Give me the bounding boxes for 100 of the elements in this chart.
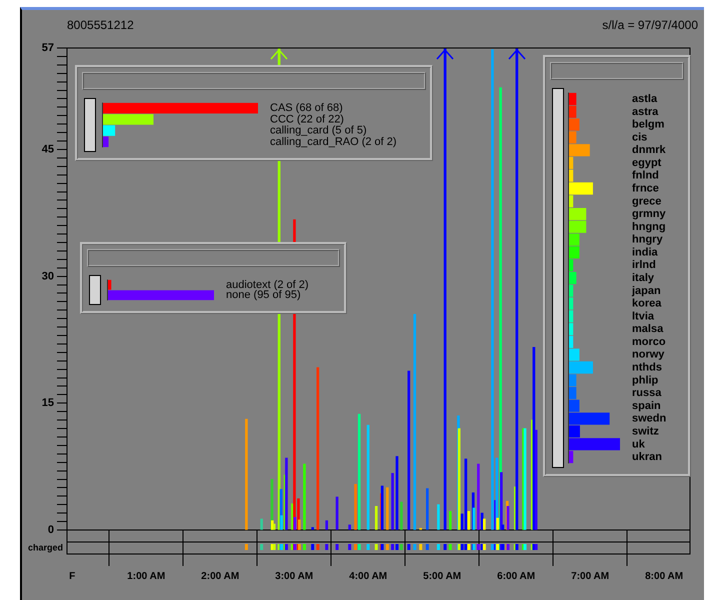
y-tick-label: india [632, 246, 659, 258]
y-tick-label: 0 [48, 524, 54, 536]
y-tick-label: italy [632, 272, 655, 284]
bar [568, 361, 593, 374]
y-tick-label: astla [632, 93, 658, 106]
text: charged [28, 542, 63, 552]
x-tick-label: 3:00 AM [275, 570, 314, 582]
x-tick-label: 6:00 AM [497, 570, 536, 582]
y-tick-label: 15 [42, 397, 54, 410]
bar [396, 456, 398, 530]
bar [102, 102, 258, 114]
bar [298, 520, 301, 530]
bar [102, 114, 154, 125]
bar [568, 106, 576, 118]
y-tick-label: fnlnd [632, 170, 659, 182]
bar [260, 518, 263, 530]
y-tick-label: hngry [632, 234, 664, 246]
bar [568, 400, 580, 412]
bar [336, 496, 338, 530]
y-tick-label: calling_card (5 of 5) [270, 124, 367, 137]
bar [303, 464, 306, 530]
bar [568, 425, 580, 438]
bar [426, 488, 429, 530]
bar [294, 516, 296, 530]
y-tick-label: CAS (68 of 68) [270, 102, 343, 114]
y-tick-label: 45 [42, 144, 54, 156]
x-tick-label: 1:00 AM [127, 570, 166, 582]
bar [534, 430, 538, 530]
bar [568, 208, 586, 220]
bar [568, 234, 580, 246]
bar [325, 520, 328, 530]
y-tick-label: switz [632, 425, 660, 438]
y-tick-label: audiotext (2 of 2) [226, 278, 309, 291]
y-tick-label: malsa [632, 323, 664, 336]
bar [311, 527, 314, 530]
y-tick-label: phlip [632, 374, 659, 386]
bar [437, 504, 440, 530]
y-tick-label: morco [632, 336, 666, 348]
y-tick-label: belgm [632, 118, 665, 131]
y-tick-label: 30 [42, 270, 54, 282]
bar [448, 511, 452, 530]
bar [568, 438, 620, 450]
bar [400, 502, 403, 530]
y-tick-label: ukran [632, 451, 662, 464]
bar [482, 518, 486, 530]
bar [500, 472, 503, 530]
y-tick-label: uk [632, 438, 646, 450]
bar [316, 367, 320, 530]
y-tick-label: hngng [632, 220, 666, 233]
x-tick-label: 8:00 AM [645, 570, 684, 582]
bar [444, 48, 446, 530]
y-tick-label: dnmrk [632, 144, 666, 156]
bar [280, 515, 283, 530]
bar [568, 220, 586, 233]
bar [532, 347, 536, 530]
x-tick-label: 7:00 AM [571, 570, 610, 582]
y-tick-label: russa [632, 387, 662, 400]
chart-title: 8005551212 [67, 18, 134, 32]
y-tick-label: astra [632, 106, 660, 118]
bar [408, 370, 410, 530]
bar [386, 487, 389, 530]
y-tick-label: irlnd [632, 259, 656, 272]
bar [374, 506, 378, 530]
y-tick-label: cis [632, 131, 648, 144]
bar [568, 374, 576, 386]
bar [496, 518, 499, 530]
bar [358, 414, 361, 530]
y-tick-label: ltvia [632, 310, 655, 322]
y-tick-label: frnce [632, 182, 659, 195]
bar [506, 506, 510, 530]
x-tick-label: 2:00 AM [201, 570, 240, 582]
bar [472, 508, 476, 530]
y-tick-label: grmny [632, 208, 666, 220]
y-tick-label: CCC (22 of 22) [270, 113, 344, 126]
x-tick-label: 4:00 AM [349, 570, 388, 582]
bar [467, 511, 470, 530]
bar [380, 486, 384, 530]
y-tick-label: korea [632, 298, 662, 310]
y-tick-label: swedn [632, 412, 667, 425]
y-tick-label: calling_card_RAO (2 of 2) [270, 136, 397, 148]
chart-subtitle: s/l/a = 97/97/4000 [602, 18, 698, 32]
y-tick-label: none (95 of 95) [226, 289, 301, 302]
bar [285, 458, 288, 530]
x-tick-label: 5:00 AM [423, 570, 462, 582]
bar [501, 524, 504, 530]
bar [464, 458, 468, 530]
y-tick-label: spain [632, 400, 662, 412]
bar [272, 524, 276, 530]
bar [458, 428, 460, 530]
x-tick-label: F [69, 570, 76, 582]
bar [245, 418, 248, 530]
y-tick-label: japan [631, 284, 662, 297]
y-tick-label: 57 [42, 42, 54, 54]
bar [568, 118, 580, 131]
y-tick-label: nthds [632, 362, 662, 374]
y-tick-label: grece [632, 195, 662, 208]
bar [366, 424, 370, 530]
bar [491, 49, 494, 530]
bar [477, 464, 480, 530]
bar [568, 144, 590, 156]
